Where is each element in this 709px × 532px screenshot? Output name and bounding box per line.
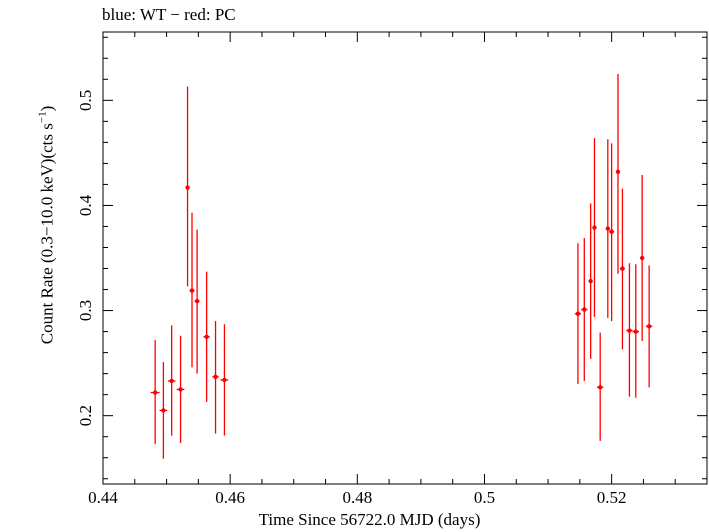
- plot-frame: [102, 31, 708, 485]
- data-point: [189, 288, 195, 293]
- data-point: [615, 169, 621, 175]
- y-tick-label: 0.2: [76, 405, 95, 426]
- x-tick-label: 0.48: [342, 488, 372, 507]
- x-axis-label: Time Since 56722.0 MJD (days): [258, 510, 481, 529]
- x-tick-label: 0.46: [215, 488, 245, 507]
- data-point: [597, 385, 603, 390]
- data-point: [194, 298, 200, 304]
- y-axis-label-exponent: −1: [36, 111, 49, 124]
- y-axis-label-end: ): [37, 105, 57, 112]
- data-point: [222, 377, 227, 383]
- data-point: [185, 185, 190, 190]
- x-tick-label: 0.44: [88, 488, 118, 507]
- data-point: [605, 226, 611, 231]
- chart-title: blue: WT − red: PC: [102, 5, 236, 24]
- y-axis-label: Count Rate (0.3−10.0 keV)(cts s−1): [37, 106, 58, 345]
- data-point: [152, 390, 158, 395]
- y-axis-label-main: Count Rate (0.3−10.0 keV)(cts s: [37, 123, 57, 345]
- data-point: [204, 334, 209, 340]
- data-point: [620, 266, 625, 271]
- data-point: [213, 374, 218, 379]
- x-tick-label: 0.5: [474, 488, 495, 507]
- y-tick-label: 0.4: [76, 194, 95, 216]
- data-point: [609, 229, 614, 234]
- data-point: [161, 408, 166, 413]
- data-point: [592, 225, 597, 230]
- data-point: [575, 311, 581, 316]
- data-point: [582, 307, 587, 312]
- data-point: [169, 378, 174, 384]
- data-point: [633, 329, 638, 334]
- y-tick-label: 0.3: [76, 300, 95, 321]
- data-point: [646, 324, 652, 329]
- data-point: [178, 387, 183, 392]
- data-point: [639, 255, 645, 261]
- data-point: [588, 278, 593, 284]
- y-tick-label: 0.5: [76, 90, 95, 111]
- data-point: [627, 328, 632, 333]
- x-tick-label: 0.52: [597, 488, 627, 507]
